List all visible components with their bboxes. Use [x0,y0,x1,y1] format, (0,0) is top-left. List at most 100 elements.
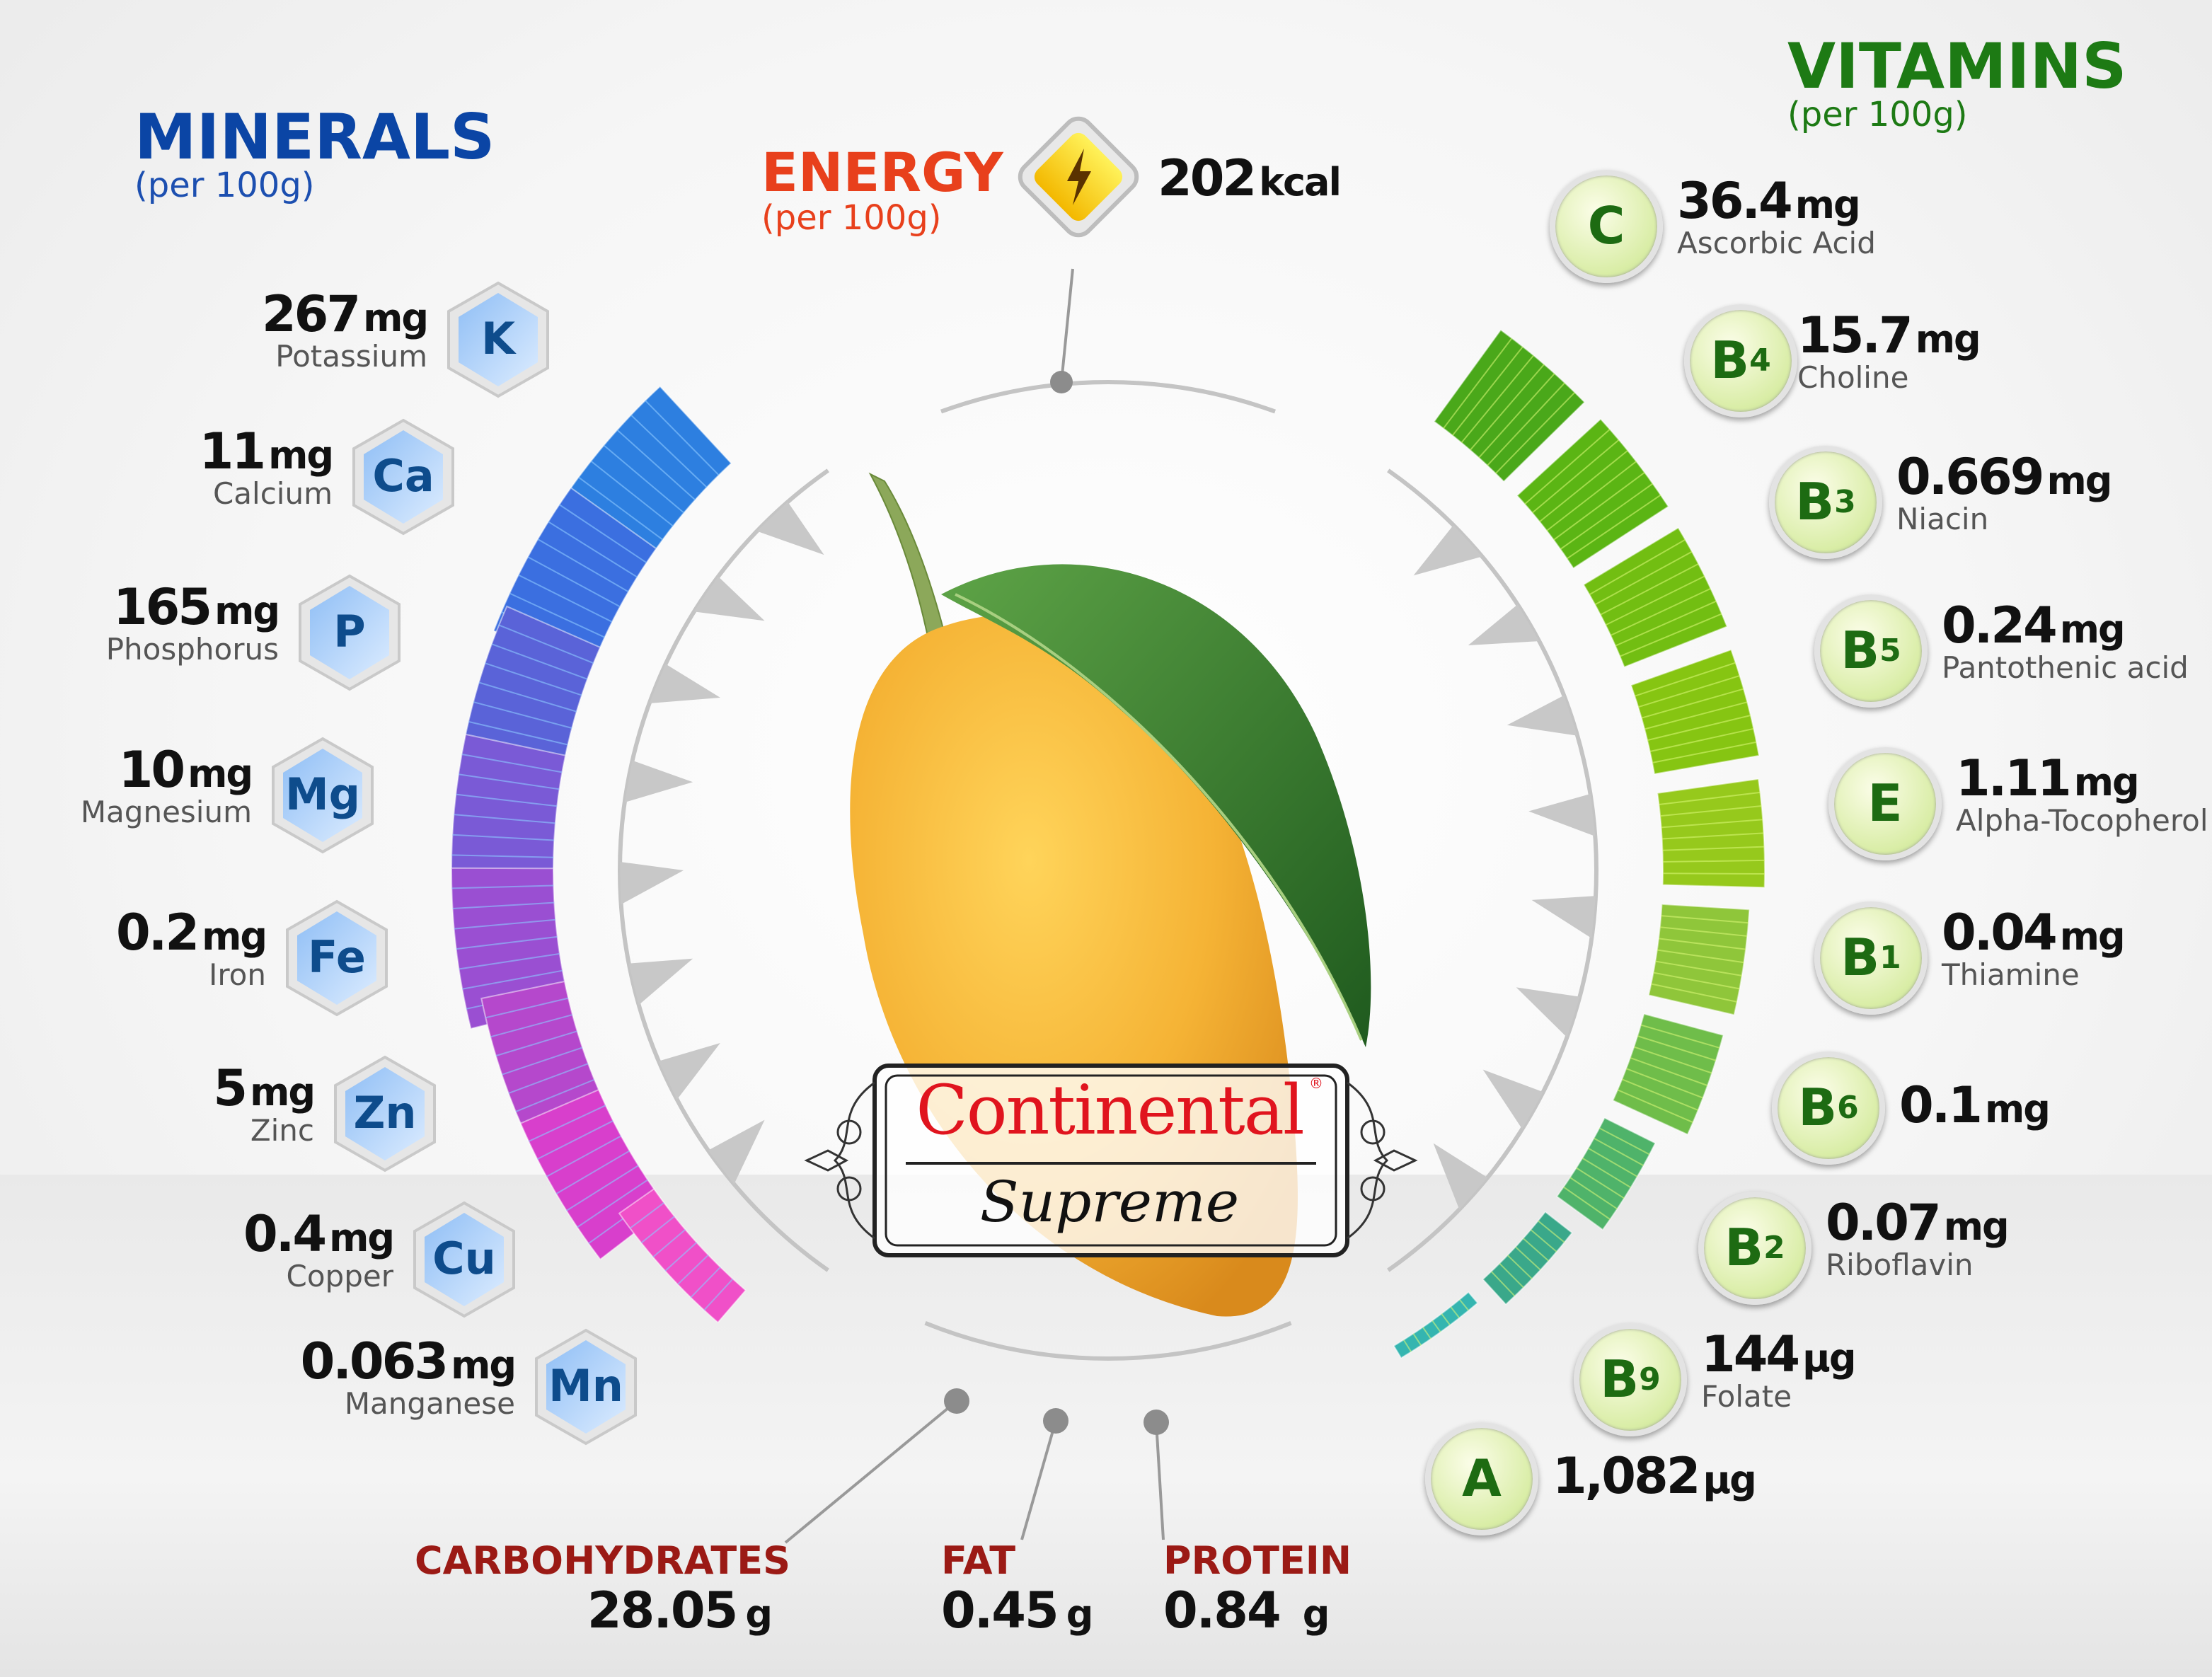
gauge-tick [1468,604,1540,646]
mineral-amount: 0.4 mg [0,1211,395,1261]
mineral-value: 11 [199,425,266,481]
mineral-amount: 11 mg [0,428,334,478]
mineral-value: 267 [261,287,361,344]
mineral-name: Manganese [344,1387,515,1421]
vitamin-amount: 0.24 mg [1942,602,2189,652]
mango-stem [868,472,947,641]
vitamin-b1: 0.04 mg Thiamine [1942,909,2126,992]
vitamin-value: 36.4 [1677,174,1793,231]
vitamin-b3: 0.669 mg Niacin [1896,454,2112,536]
gauge-tick [1531,896,1596,939]
mineral-value: 165 [113,580,212,637]
gauge-tick [1507,695,1578,736]
vitamin-unit: mg [2059,916,2126,959]
mineral-calcium: 11 mg Calcium [0,428,334,511]
vitamin-subscript: 4 [1749,343,1771,379]
ornamental-frame [804,1064,1418,1257]
vitamin-bar-b3 [1582,526,1728,668]
energy-heading: ENERGY (per 100g) [761,142,1003,238]
macro-unit: g [745,1594,773,1637]
gauge-arc [618,468,829,1272]
vitamin-letter: B [1724,1219,1764,1277]
macro-carbohydrates: CARBOHYDRATES 28.05 g [415,1540,790,1640]
vitamin-value: 0.24 [1942,599,2058,655]
mineral-unit: mg [451,1344,517,1388]
vitamin-value: 0.07 [1826,1196,1942,1252]
carbohydrates-dot [944,1388,969,1414]
vitamin-b5: 0.24 mg Pantothenic acid [1942,602,2189,685]
vitamin-unit: mg [2073,761,2140,805]
mineral-unit: mg [214,590,280,634]
mineral-zinc: 5 mg Zinc [0,1065,316,1148]
mineral-symbol: Cu [432,1234,496,1285]
mineral-symbol: Ca [372,451,434,502]
vitamin-a: 1,082 µg [1553,1453,1757,1503]
energy-subtitle: (per 100g) [761,198,942,238]
vitamin-value: 15.7 [1797,309,1913,365]
vitamin-letter: B [1841,622,1880,680]
mineral-symbol-hexagon: Ca [351,417,456,536]
mineral-copper: 0.4 mg Copper [0,1211,395,1293]
vitamin-name: Choline [1797,361,1909,395]
vitamin-subscript: 9 [1639,1362,1661,1398]
energy-number: 202 [1158,151,1257,208]
vitamin-subscript: 6 [1837,1090,1859,1126]
energy-dot [1050,371,1073,393]
vitamin-value: 0.669 [1896,450,2044,507]
vitamin-b4: 15.7 mg Choline [1797,312,1981,395]
vitamin-subscript: 3 [1834,485,1856,520]
vitamin-amount: 15.7 mg [1797,312,1981,362]
mineral-unit: mg [188,753,253,797]
vitamin-amount: 1,082 µg [1553,1453,1757,1503]
vitamins-subtitle: (per 100g) [1787,95,1968,134]
vitamin-unit: mg [2059,609,2126,652]
mineral-amount: 5 mg [0,1065,316,1115]
gauge-tick [1528,794,1596,836]
mineral-symbol: Zn [353,1088,417,1139]
macro-value: 28.05 [587,1584,738,1640]
mineral-unit: mg [250,1071,316,1115]
macro-value: 0.45 [941,1584,1059,1640]
macro-name: FAT [941,1540,1016,1584]
gauge-tick [628,958,693,1005]
gauge-tick [1433,1143,1488,1210]
vitamin-amount: 1.11 mg [1956,755,2208,805]
logo-line2: Supreme [979,1170,1240,1235]
vitamin-bar-b1 [1647,903,1751,1016]
mineral-symbol-hexagon: Mg [270,736,375,855]
gauge-tick [708,1119,765,1185]
vitamin-badge: E [1828,747,1942,860]
mineral-symbol: P [333,607,366,658]
lightning-bolt-icon [1018,116,1139,238]
mineral-unit: mg [268,434,334,478]
vitamin-letter: C [1587,197,1625,255]
vitamin-amount: 36.4 mg [1677,178,1876,228]
mineral-phosphorus: 165 mg Phosphorus [0,584,280,667]
mineral-name: Potassium [275,340,427,374]
vitamin-bar-b5 [1630,648,1760,776]
vitamin-letter: A [1462,1450,1502,1508]
vitamin-value: 1,082 [1553,1449,1700,1506]
vitamin-value: 0.04 [1942,906,2058,962]
vitamin-amount: 0.04 mg [1942,909,2126,959]
gauge-arc [940,380,1277,414]
macro-unit: g [1302,1594,1330,1637]
mineral-amount: 267 mg [0,291,429,341]
vitamin-unit: µg [1802,1337,1856,1381]
vitamin-letter: B [1600,1351,1640,1409]
gauge-tick [756,502,824,555]
continental-supreme-logo: Continental ® Supreme [793,1054,1429,1267]
vitamin-value: 1.11 [1956,751,2072,808]
protein-dot [1144,1410,1169,1435]
gauge-tick [1413,525,1482,576]
mineral-name: Zinc [250,1114,314,1148]
vitamin-unit: mg [1985,1088,2051,1132]
minerals-subtitle: (per 100g) [134,166,315,205]
macro-fat: FAT 0.45 g [941,1540,1093,1640]
vitamin-bar-b6 [1612,1013,1724,1136]
mineral-unit: mg [202,916,267,959]
mineral-amount: 0.063 mg [76,1338,517,1388]
